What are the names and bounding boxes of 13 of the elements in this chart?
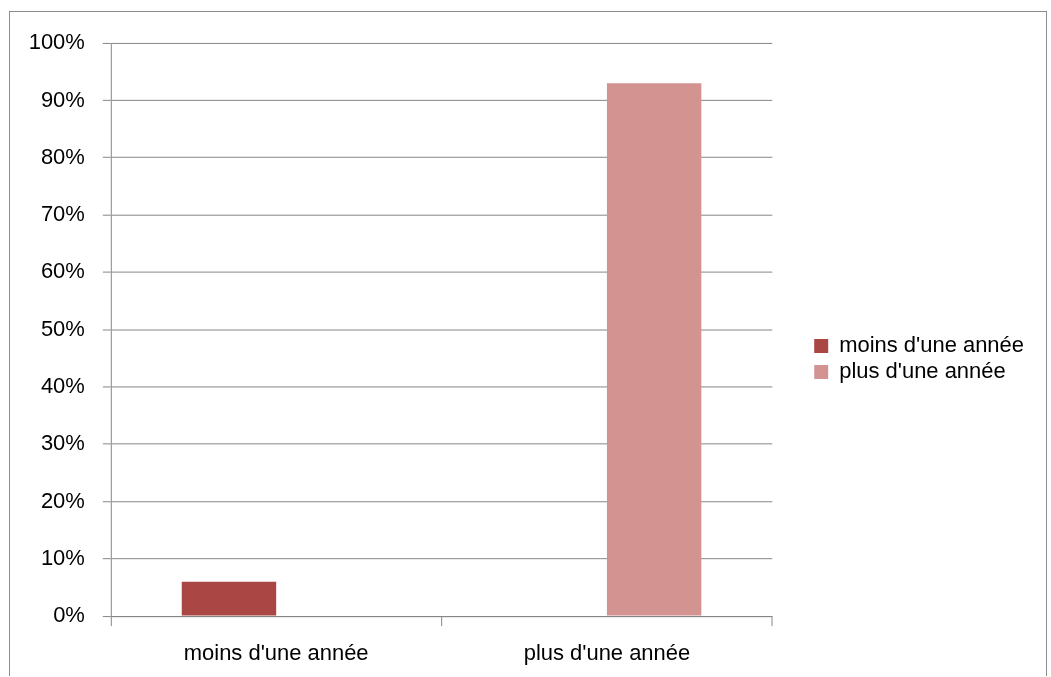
y-tick-label: 50% bbox=[40, 315, 85, 341]
y-tick-label: 20% bbox=[40, 487, 85, 513]
y-tick-label: 70% bbox=[40, 201, 85, 227]
y-tick-label: 10% bbox=[40, 544, 85, 570]
y-tick-label: 40% bbox=[40, 372, 85, 398]
y-tick-label: 30% bbox=[40, 430, 85, 456]
y-tick-label: 90% bbox=[40, 86, 85, 112]
y-tick-label: 80% bbox=[40, 143, 85, 169]
y-tick-label: 100% bbox=[28, 29, 85, 55]
legend-label: plus d'une année bbox=[839, 358, 1006, 384]
y-tick-label: 0% bbox=[53, 602, 85, 628]
legend-label: moins d'une année bbox=[839, 332, 1024, 358]
y-tick-label: 60% bbox=[40, 258, 85, 284]
